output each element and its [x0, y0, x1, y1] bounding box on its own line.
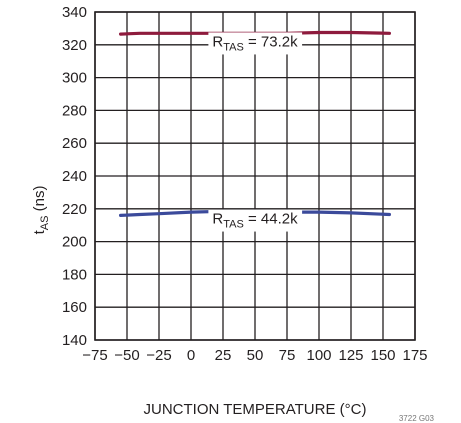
y-tick-label-0: 140	[62, 332, 87, 349]
x-tick-label-4: 25	[215, 347, 232, 364]
x-tick-label-5: 50	[247, 347, 264, 364]
annotation-main-1: R	[212, 211, 223, 228]
y-tick-label-8: 300	[62, 70, 87, 87]
y-tick-label-10: 340	[62, 4, 87, 21]
x-tick-label-0: −75	[82, 347, 107, 364]
annotation-bg-1	[208, 209, 303, 232]
x-tick-label-2: −25	[146, 347, 171, 364]
annotation-suffix-0: = 73.2k	[244, 33, 298, 50]
x-tick-label-10: 175	[402, 347, 427, 364]
annotation-bg-0	[208, 32, 303, 55]
annotation-1: RTAS = 44.2k	[212, 211, 298, 231]
x-tick-label-1: −50	[114, 347, 139, 364]
y-axis-label: tAS (ns)	[31, 186, 51, 235]
y-axis-label-main: t	[31, 229, 48, 234]
y-tick-label-2: 180	[62, 266, 87, 283]
y-tick-label-9: 320	[62, 37, 87, 54]
x-tick-label-8: 125	[338, 347, 363, 364]
y-axis-label-sub: AS	[39, 216, 51, 231]
x-tick-label-7: 100	[306, 347, 331, 364]
grid	[94, 11, 416, 341]
y-axis-label-suffix: (ns)	[31, 186, 48, 216]
annotation-suffix-1: = 44.2k	[244, 211, 298, 228]
annotation-sub-0: TAS	[223, 41, 244, 53]
annotation-0: RTAS = 73.2k	[212, 33, 298, 53]
plot-frame	[94, 11, 416, 341]
x-tick-label-9: 150	[370, 347, 395, 364]
y-tick-label-6: 260	[62, 135, 87, 152]
y-tick-label-5: 240	[62, 168, 87, 185]
figure-code: 3722 G03	[399, 414, 435, 423]
y-tick-label-4: 220	[62, 201, 87, 218]
x-tick-labels: −75 −50 −25 0 25 50 75 100 125 150 175	[82, 347, 427, 364]
x-tick-label-3: 0	[187, 347, 195, 364]
x-tick-label-6: 75	[279, 347, 296, 364]
annotation-main-0: R	[212, 33, 223, 50]
y-tick-label-1: 160	[62, 299, 87, 316]
y-tick-label-7: 280	[62, 102, 87, 119]
x-axis-label: JUNCTION TEMPERATURE (°C)	[144, 401, 367, 418]
y-tick-label-3: 200	[62, 234, 87, 251]
annotation-sub-1: TAS	[223, 219, 244, 231]
y-tick-labels: 140 160 180 200 220 240 260 280 300 320 340	[62, 4, 87, 349]
